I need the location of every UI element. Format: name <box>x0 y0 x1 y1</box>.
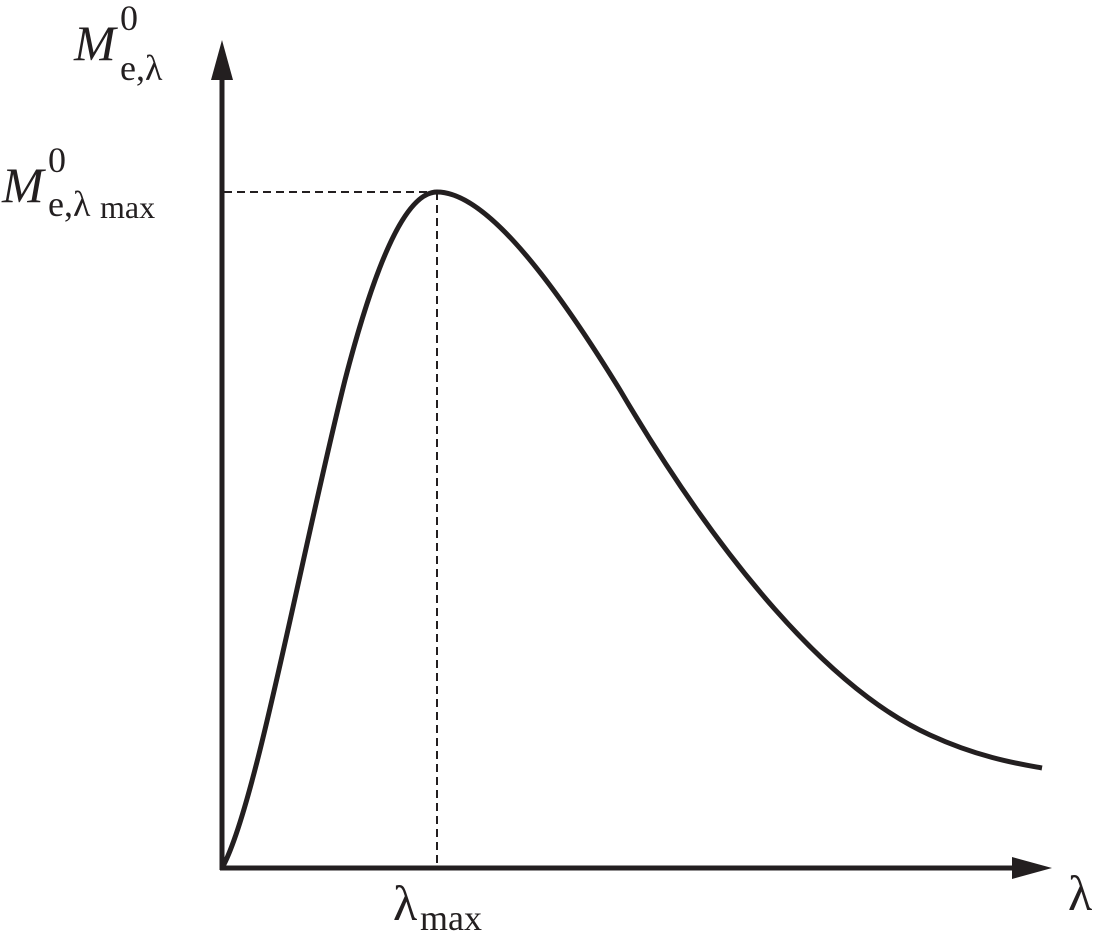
peak-x-subscript: max <box>420 898 482 935</box>
radiation-curve <box>219 189 1043 870</box>
y-axis-symbol: M <box>73 15 118 71</box>
y-axis-superscript: 0 <box>120 0 138 38</box>
y-axis-arrow <box>211 40 233 80</box>
x-axis-arrow <box>1012 857 1052 879</box>
peak-subsubscript: max <box>100 189 155 225</box>
peak-symbol: M <box>1 157 46 213</box>
peak-superscript: 0 <box>48 140 66 180</box>
x-axis-symbol: λ <box>1068 865 1092 921</box>
y-axis-subscript: e,λ <box>120 48 163 88</box>
peak-x-symbol: λ <box>393 875 417 931</box>
peak-subscript: e,λ <box>48 184 91 224</box>
